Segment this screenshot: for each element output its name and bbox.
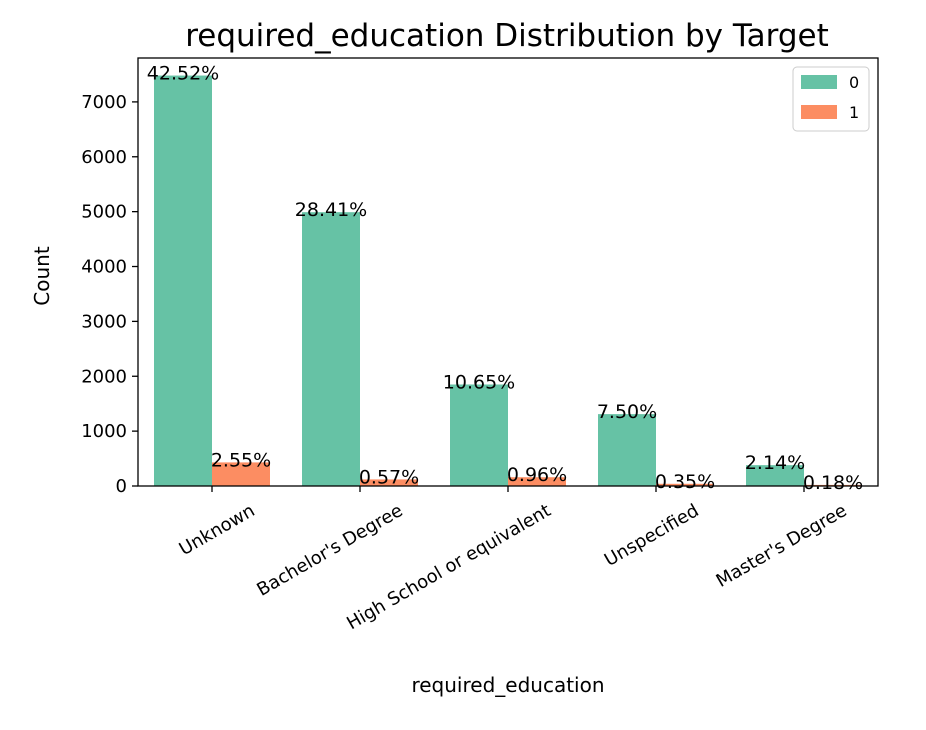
data-label-0-2: 10.65% [443,371,515,393]
y-axis-label: Count [30,246,54,306]
data-label-0-1: 28.41% [295,199,367,221]
plot-frame [137,57,879,487]
data-label-1-3: 0.35% [655,471,715,493]
data-label-0-0: 42.52% [147,63,219,85]
y-axis-ticks: 0 1000 2000 3000 4000 5000 6000 7000 [81,92,138,497]
y-tick-label: 7000 [81,92,127,113]
y-tick-label: 5000 [81,202,127,223]
bar-1-0 [212,462,270,486]
data-label-0-3: 7.50% [597,401,657,423]
legend-swatch-1 [801,105,837,119]
x-tick-label: Bachelor's Degree [253,500,406,601]
y-tick-label: 2000 [81,366,127,387]
chart-title: required_education Distribution by Targe… [185,18,829,54]
data-label-0-4: 2.14% [745,452,805,474]
y-tick-label: 4000 [81,257,127,278]
x-tick-label: Unknown [176,500,259,560]
y-tick-label: 3000 [81,311,127,332]
legend-swatch-0 [801,75,837,89]
legend: 01 [792,66,870,132]
y-tick-label: 1000 [81,421,127,442]
x-tick-label: Master's Degree [713,500,851,592]
y-tick-label: 0 [116,476,127,497]
data-label-1-0: 2.55% [211,449,271,471]
data-label-1-1: 0.57% [359,466,419,488]
bar-0-1 [302,212,360,486]
y-tick-label: 6000 [81,147,127,168]
data-label-1-2: 0.96% [507,464,567,486]
bar-1-2 [508,477,566,486]
bar-1-3 [656,483,714,486]
data-label-1-4: 0.18% [803,472,863,494]
legend-label-0: 0 [849,73,859,92]
x-tick-label: Unspecified [601,500,703,571]
x-axis-label: required_education [411,673,604,697]
bar-0-3 [598,414,656,486]
legend-label-1: 1 [849,103,859,122]
bars-group [154,75,862,487]
bar-0-2 [450,384,508,486]
bar-0-4 [746,465,804,486]
bar-1-1 [360,479,418,486]
data-labels-group: 42.52% 28.41% 10.65% 7.50% 2.14% 2.55% 0.57% 0.… [147,63,863,494]
bar-0-0 [154,75,212,487]
